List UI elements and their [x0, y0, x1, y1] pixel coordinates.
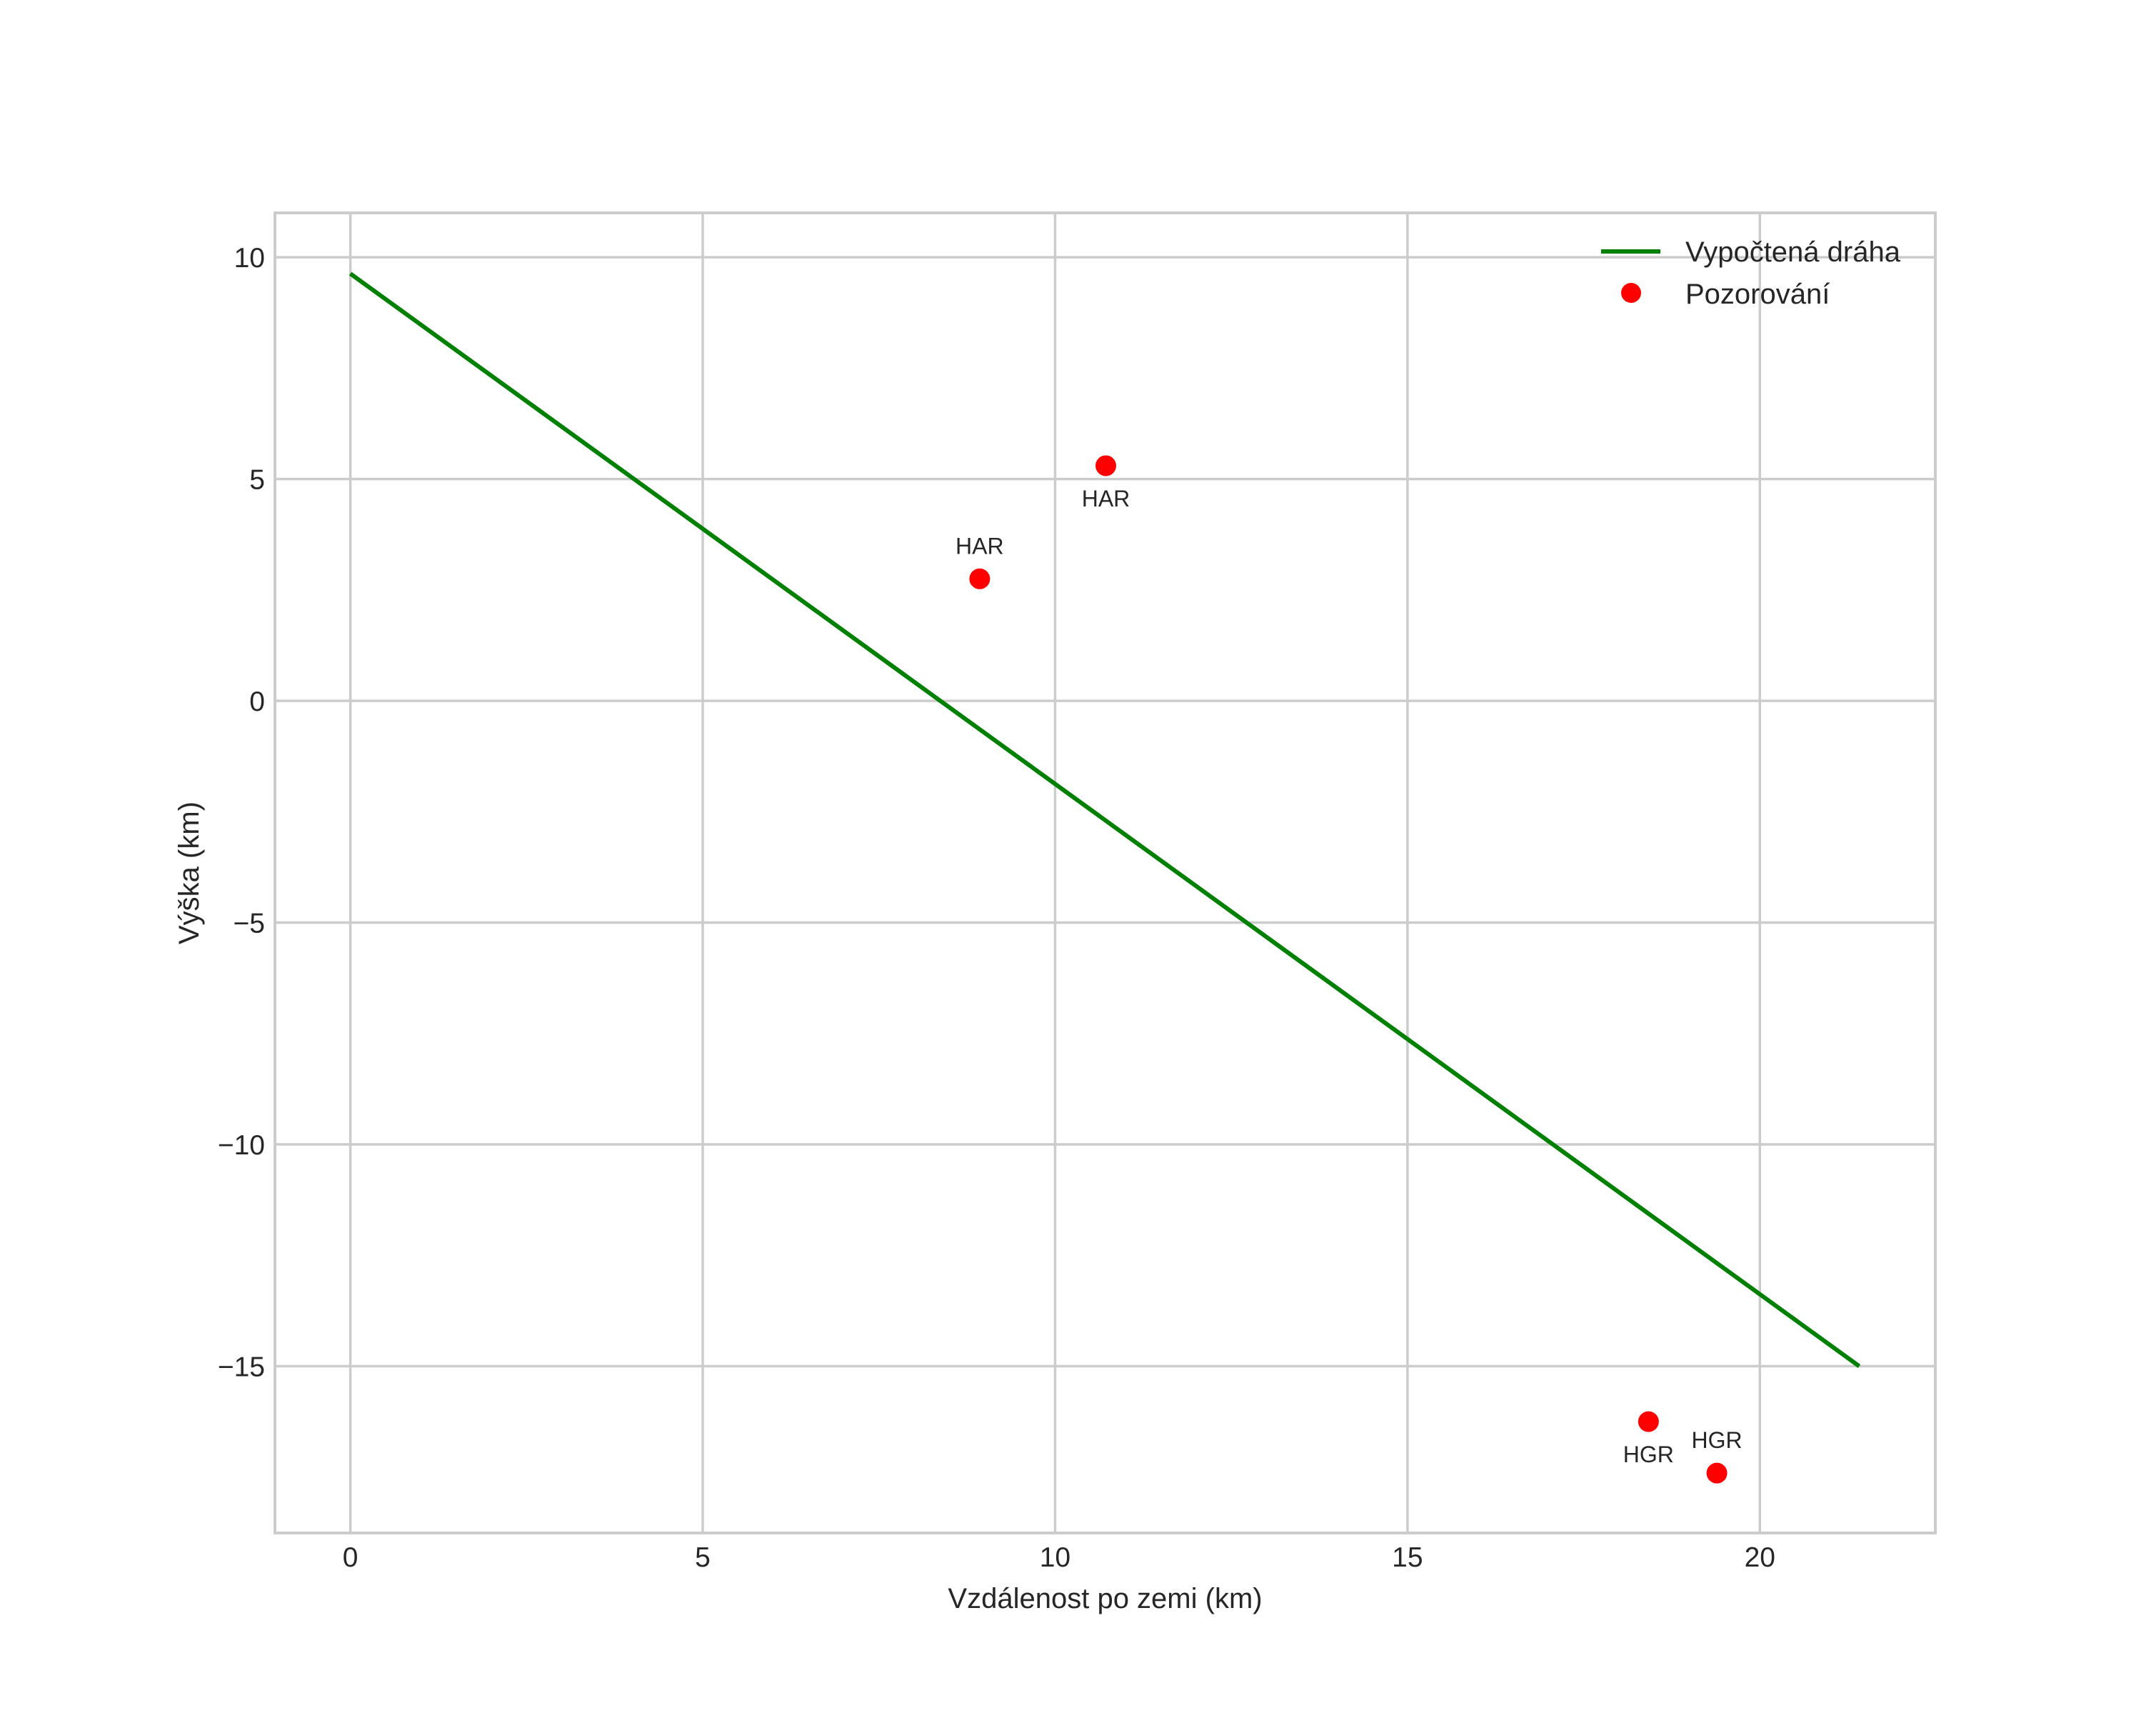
observation-marker [1095, 455, 1116, 476]
x-tick-label: 20 [1745, 1542, 1775, 1573]
legend-marker-swatch [1621, 283, 1641, 303]
x-tick-label: 10 [1040, 1542, 1071, 1573]
plot-area: HAR HAR HGR HGR [274, 211, 1937, 1534]
observation-points: HAR HAR HGR HGR [956, 455, 1743, 1484]
observation-label: HAR [956, 533, 1004, 559]
x-axis-ticks: 0 5 10 15 20 [343, 1542, 1775, 1573]
y-tick-label: 0 [249, 686, 265, 717]
y-tick-label: −5 [234, 909, 265, 939]
gridlines [275, 213, 1935, 1533]
y-tick-label: 5 [249, 465, 265, 496]
x-tick-label: 5 [695, 1542, 711, 1573]
trajectory-polyline [349, 271, 1861, 1368]
observation-label: HGR [1692, 1427, 1743, 1453]
observation-marker [969, 568, 991, 589]
y-axis-ticks: 10 5 0 −5 −10 −15 [218, 243, 265, 1382]
trajectory-line [349, 271, 1861, 1368]
y-tick-label: 10 [234, 243, 265, 274]
y-tick-label: −15 [218, 1352, 265, 1383]
x-axis-label: Vzdálenost po zemi (km) [948, 1583, 1262, 1614]
observation-marker [1638, 1411, 1659, 1432]
observation-label: HGR [1623, 1442, 1674, 1467]
legend-label-observations: Pozorování [1685, 279, 1830, 310]
observation-marker [1706, 1462, 1728, 1484]
axes-frame [274, 211, 1937, 1534]
observation-label: HAR [1082, 486, 1130, 511]
x-tick-label: 15 [1392, 1542, 1423, 1573]
legend-label-trajectory: Vypočtená dráha [1685, 236, 1901, 268]
y-tick-label: −10 [218, 1130, 265, 1161]
x-tick-label: 0 [343, 1542, 359, 1573]
y-axis-label: Výška (km) [174, 801, 205, 944]
legend: Vypočtená dráha Pozorování [1601, 236, 1901, 310]
